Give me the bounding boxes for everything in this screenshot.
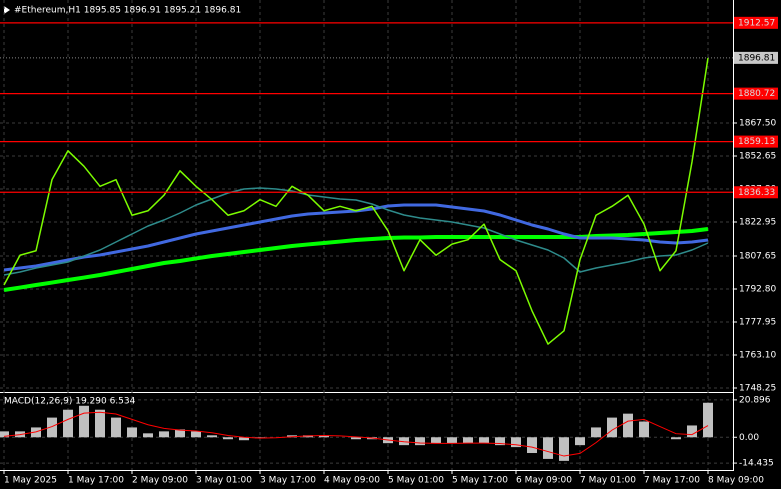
x-tick-label: 6 May 09:00: [516, 476, 572, 486]
y-tick-label: 1852.65: [739, 152, 776, 162]
histogram-bar: [127, 427, 137, 438]
y-tick-label: 1807.65: [739, 252, 776, 262]
level-box: [734, 186, 778, 199]
histogram-bar: [207, 435, 217, 438]
histogram-bar: [415, 437, 425, 446]
histogram-bar: [79, 405, 89, 438]
histogram-bar: [703, 402, 713, 438]
level-label: 1836.33: [738, 188, 775, 198]
level-box: [734, 87, 778, 100]
histogram-bar: [111, 417, 121, 438]
price-line: [3, 57, 709, 345]
y-tick-label: -14.435: [739, 459, 774, 469]
histogram-bar: [239, 437, 249, 441]
histogram-bar: [0, 431, 9, 438]
histogram-bar: [511, 437, 521, 448]
x-tick-label: 3 May 17:00: [260, 476, 316, 486]
histogram-bar: [319, 435, 329, 438]
histogram-bar: [559, 437, 569, 461]
level-label: 1880.72: [738, 89, 775, 99]
x-tick-label: 4 May 09:00: [324, 476, 380, 486]
histogram-bar: [687, 425, 697, 438]
x-tick-label: 5 May 17:00: [452, 476, 508, 486]
x-tick-label: 1 May 2025: [4, 476, 57, 486]
x-tick-label: 1 May 17:00: [68, 476, 124, 486]
y-tick-label: 1792.80: [739, 285, 776, 295]
last-price-box: [734, 51, 778, 64]
x-tick-label: 8 May 09:00: [708, 476, 764, 486]
histogram-bar: [143, 433, 153, 438]
y-tick-label: 1763.10: [739, 351, 776, 361]
level-box: [734, 135, 778, 148]
y-tick-label: 1822.95: [739, 218, 776, 228]
level-box: [734, 16, 778, 29]
symbol-icon: [4, 6, 10, 14]
level-label: 1859.13: [738, 137, 775, 147]
histogram-bar: [591, 427, 601, 438]
y-tick-label: 0.00: [739, 433, 759, 443]
price-line: [3, 187, 709, 276]
histogram-bar: [159, 431, 169, 438]
y-tick-label: 1867.50: [739, 119, 776, 129]
histogram-bar: [95, 409, 105, 438]
histogram-bar: [351, 437, 361, 440]
x-tick-label: 3 May 01:00: [196, 476, 252, 486]
histogram-bar: [399, 437, 409, 446]
last-price-label: 1896.81: [738, 53, 775, 63]
price-line: [3, 227, 709, 292]
y-tick-label: 1777.95: [739, 318, 776, 328]
histogram-bar: [671, 437, 681, 440]
histogram-bar: [623, 413, 633, 438]
histogram-bar: [63, 409, 73, 438]
y-tick-label: 20.896: [739, 395, 771, 405]
histogram-bar: [463, 437, 473, 444]
histogram-bar: [223, 437, 233, 440]
histogram-bar: [47, 417, 57, 438]
x-tick-label: 5 May 01:00: [388, 476, 444, 486]
histogram-bar: [447, 437, 457, 444]
histogram-bar: [543, 437, 553, 459]
histogram-bar: [527, 437, 537, 454]
histogram-bar: [175, 429, 185, 438]
histogram-bar: [191, 431, 201, 438]
histogram-bar: [607, 417, 617, 438]
signal-line: [3, 411, 709, 457]
x-tick-label: 7 May 01:00: [580, 476, 636, 486]
histogram-bar: [495, 437, 505, 446]
x-tick-label: 2 May 09:00: [132, 476, 188, 486]
histogram-bar: [575, 437, 585, 446]
macd-title: MACD(12,26,9) 19.290 6.534: [4, 397, 136, 407]
histogram-bar: [639, 421, 649, 438]
histogram-bar: [431, 437, 441, 444]
x-tick-label: 7 May 17:00: [644, 476, 700, 486]
level-label: 1912.57: [738, 18, 775, 28]
chart-title: #Ethereum,H1 1895.85 1896.91 1895.21 189…: [14, 6, 241, 16]
y-tick-label: 1748.25: [739, 384, 776, 394]
histogram-bar: [479, 437, 489, 444]
